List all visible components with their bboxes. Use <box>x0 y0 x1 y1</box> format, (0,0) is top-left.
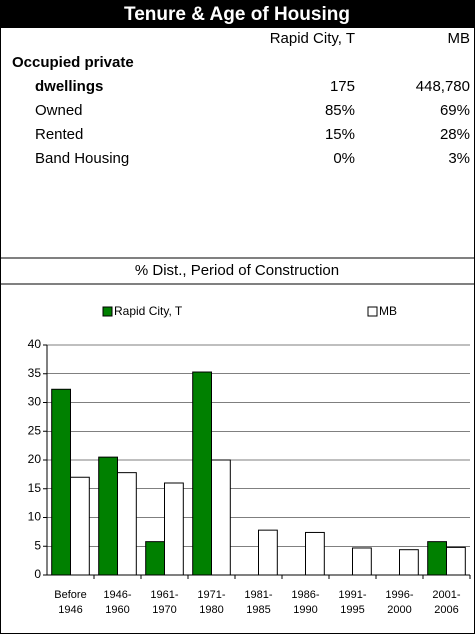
legend-label: Rapid City, T <box>114 304 183 318</box>
bar <box>427 541 448 576</box>
row-label: dwellings <box>35 78 103 95</box>
bar <box>305 531 325 576</box>
cell: 69% <box>440 102 470 119</box>
bar <box>211 459 231 576</box>
column-header: Rapid City, T <box>270 30 355 47</box>
x-tick-line: 1985 <box>246 604 270 616</box>
bar <box>145 541 165 576</box>
x-tick-line: 1991- <box>338 589 366 601</box>
x-tick-line: 1981- <box>244 589 272 601</box>
x-tick-label: 1991- 1995 <box>338 589 366 616</box>
bar <box>399 549 419 576</box>
bar <box>117 472 137 576</box>
cell: 28% <box>440 126 470 143</box>
x-tick-label: 1996- 2000 <box>385 589 413 616</box>
bar <box>446 546 466 576</box>
x-tick-label: 1986- 1990 <box>291 589 319 616</box>
bar <box>192 371 212 576</box>
x-tick-line: 1971- <box>197 589 225 601</box>
x-tick-line: 1946 <box>58 604 82 616</box>
x-tick-label: 1981- 1985 <box>244 589 272 616</box>
x-tick-line: 1996- <box>385 589 413 601</box>
y-tick-label: 20 <box>28 452 42 466</box>
row-label: Owned <box>35 102 83 119</box>
cell: 15% <box>325 126 355 143</box>
x-tick-label: 2001- 2006 <box>432 589 460 616</box>
y-tick-label: 10 <box>28 510 42 524</box>
y-tick-label: 30 <box>28 395 42 409</box>
x-tick-line: 1986- <box>291 589 319 601</box>
bar <box>98 456 118 576</box>
x-tick-line: 2000 <box>387 604 411 616</box>
x-tick-label: 1971- 1980 <box>197 589 225 616</box>
bar <box>258 529 278 576</box>
x-tick-line: 1995 <box>340 604 364 616</box>
cell: 3% <box>448 150 470 167</box>
legend-swatch <box>102 306 113 317</box>
x-tick-line: 1960 <box>105 604 129 616</box>
x-tick-label: 1961- 1970 <box>150 589 178 616</box>
x-tick-label: Before 1946 <box>54 589 86 616</box>
y-tick-label: 0 <box>34 567 41 581</box>
y-tick-label: 40 <box>28 337 42 351</box>
bar <box>51 388 71 576</box>
cell: 0% <box>333 150 355 167</box>
x-tick-line: Before <box>54 589 86 601</box>
x-tick-line: 1970 <box>152 604 176 616</box>
x-tick-line: 1946- <box>103 589 131 601</box>
y-tick-label: 25 <box>28 423 42 437</box>
y-tick-label: 15 <box>28 481 42 495</box>
y-tick-label: 35 <box>28 366 42 380</box>
x-tick-line: 2006 <box>434 604 458 616</box>
x-tick-line: 1980 <box>199 604 223 616</box>
x-tick-line: 2001- <box>432 589 460 601</box>
column-header: MB <box>448 30 471 47</box>
x-tick-label: 1946- 1960 <box>103 589 131 616</box>
x-tick-line: 1990 <box>293 604 317 616</box>
section-title: % Dist., Period of Construction <box>135 262 339 279</box>
cell: 448,780 <box>416 78 470 95</box>
title-bar <box>0 0 475 28</box>
row-label: Band Housing <box>35 150 129 167</box>
bar <box>352 547 372 576</box>
row-label: Occupied private <box>12 54 134 71</box>
y-tick-label: 5 <box>34 538 41 552</box>
legend-label: MB <box>379 304 397 318</box>
title: Tenure & Age of Housing <box>124 4 350 25</box>
row-label: Rented <box>35 126 83 143</box>
cell: 175 <box>330 78 355 95</box>
cell: 85% <box>325 102 355 119</box>
bar <box>164 482 184 576</box>
legend-swatch <box>367 306 378 317</box>
bar <box>70 476 90 576</box>
x-tick-line: 1961- <box>150 589 178 601</box>
